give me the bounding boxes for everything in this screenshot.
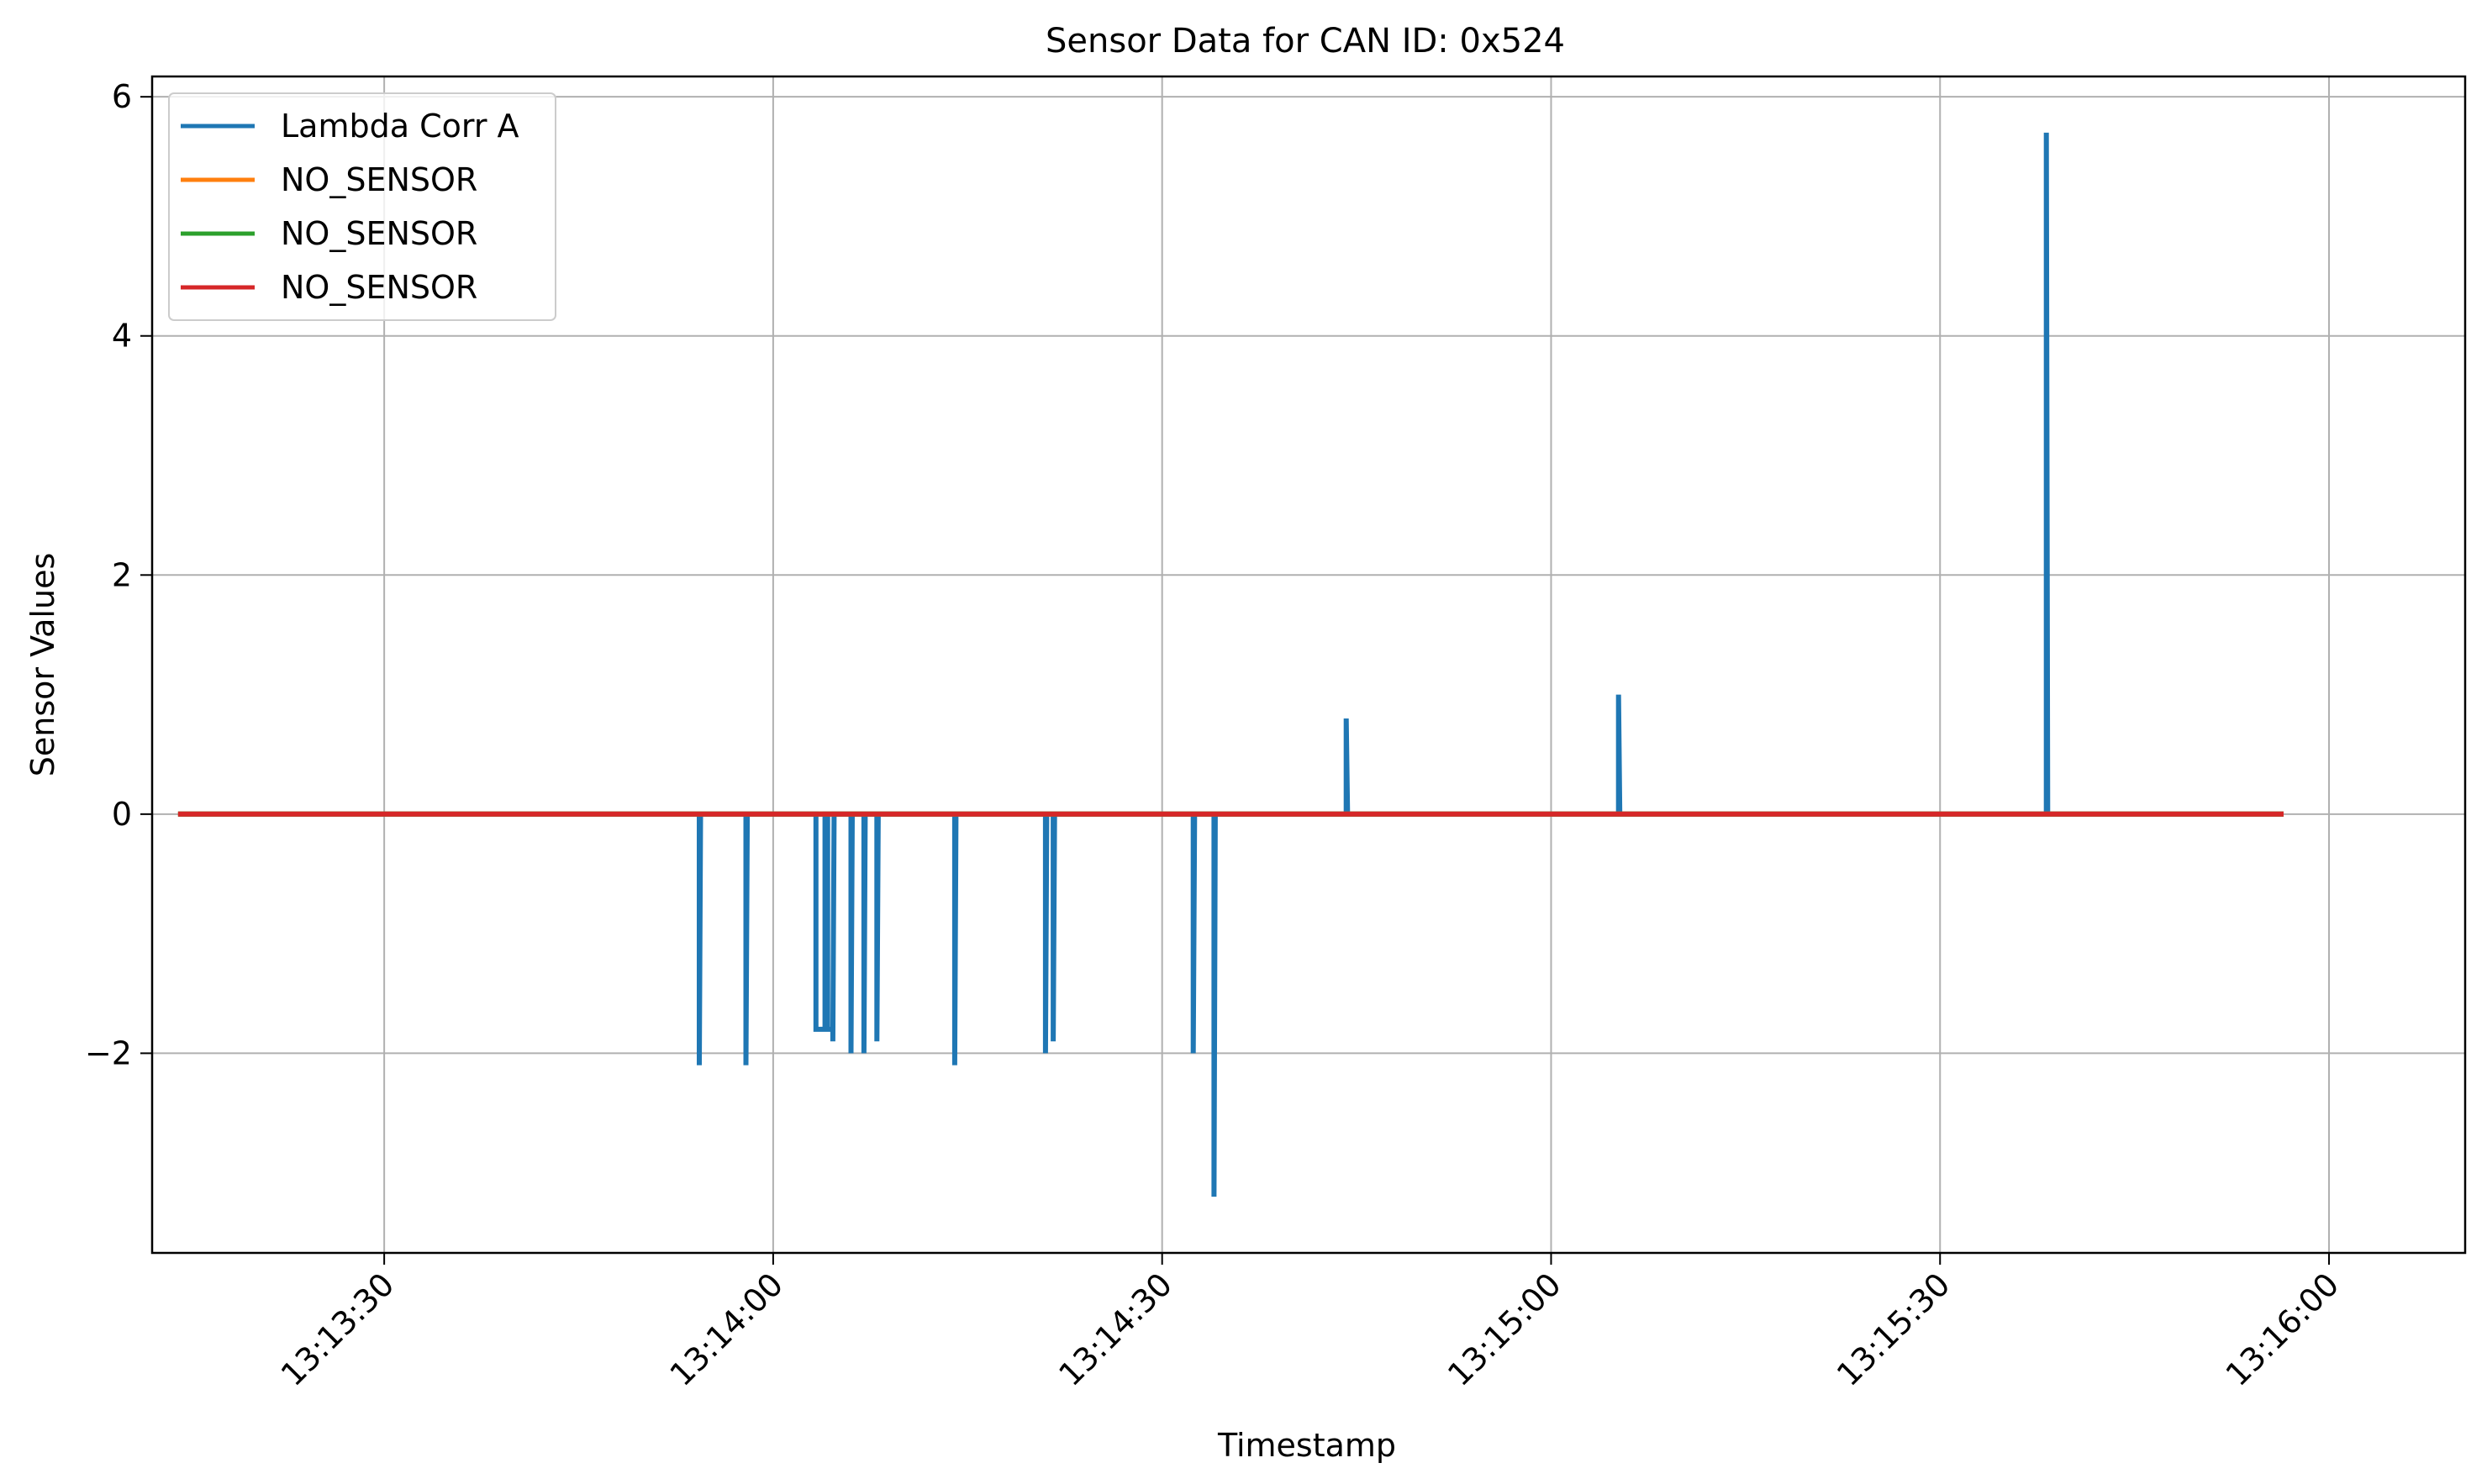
legend: Lambda Corr A NO_SENSOR NO_SENSOR NO_SENSOR [168,92,556,321]
legend-box [168,92,556,321]
legend-label: Lambda Corr A [281,108,519,145]
y-tick-label: 6 [112,78,132,115]
plot-frame [150,75,2467,1255]
x-axis-label: Timestamp [1217,1427,1396,1464]
y-tick-label: −2 [85,1034,132,1071]
y-tick-label: 4 [112,318,132,355]
y-axis: −2 0 2 4 6 [85,78,152,1071]
y-axis-label: Sensor Values [24,553,61,776]
legend-label: NO_SENSOR [281,215,477,252]
y-tick-label: 0 [112,796,132,833]
chart-title: Sensor Data for CAN ID: 0x524 [1046,22,1565,61]
legend-label: NO_SENSOR [281,269,477,306]
legend-label: NO_SENSOR [281,161,477,198]
y-tick-label: 2 [112,556,132,593]
series-layer [177,132,2284,1197]
